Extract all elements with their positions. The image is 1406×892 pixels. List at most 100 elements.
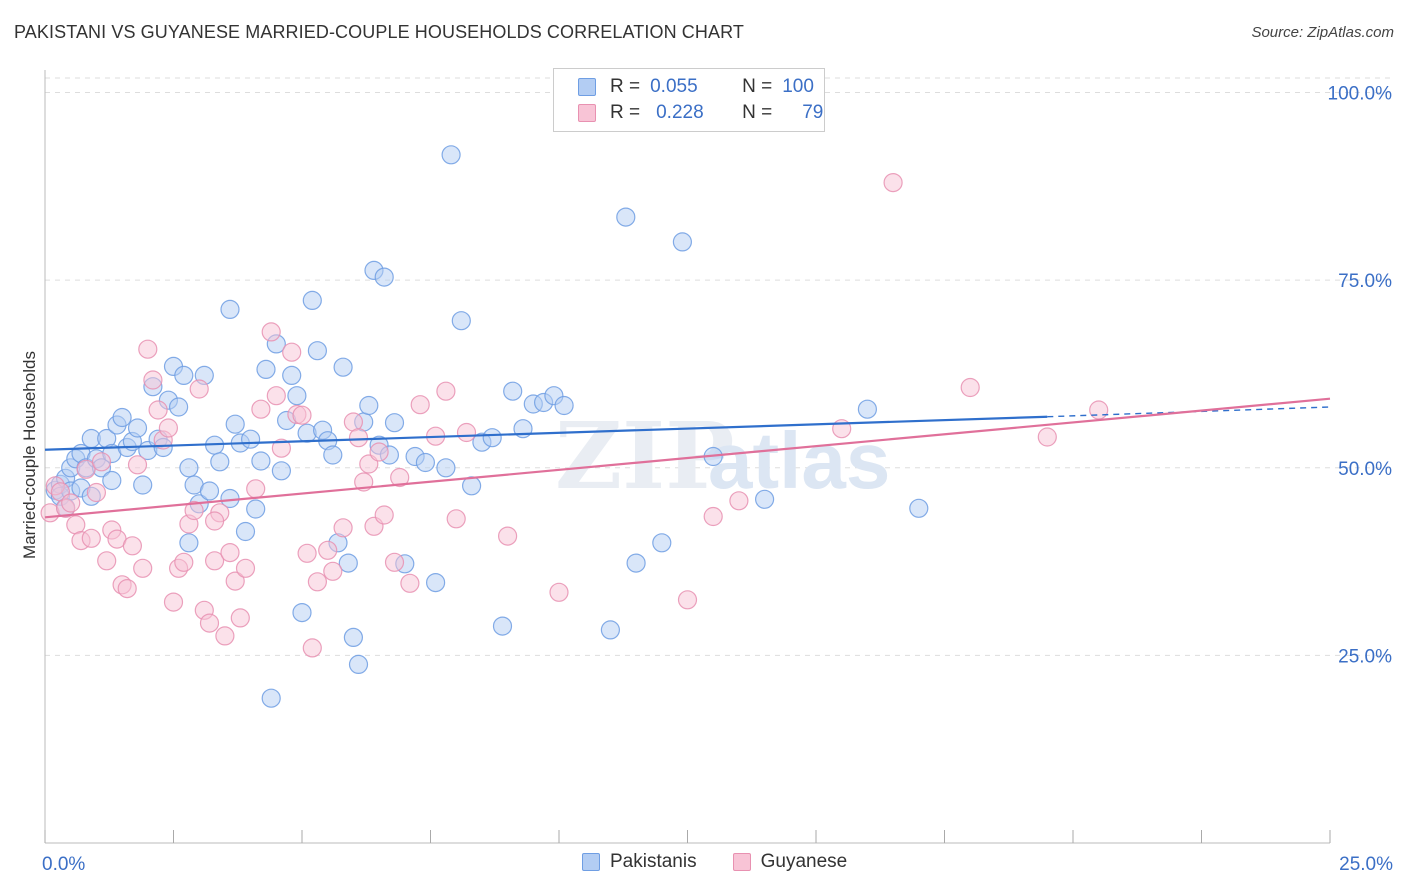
point-pakistanis <box>174 365 194 385</box>
point-guyanese <box>282 342 302 362</box>
point-guyanese <box>148 400 168 420</box>
r-value-pakistanis: 0.055 <box>650 76 698 97</box>
legend-item-pakistanis: Pakistanis <box>582 851 697 873</box>
legend-row-pakistanis: R = 0.055 N = 100 <box>578 75 814 99</box>
legend-swatch-pakistanis <box>582 853 600 871</box>
point-guyanese <box>235 558 256 578</box>
point-guyanese <box>91 452 112 472</box>
point-guyanese <box>230 608 250 628</box>
trend-line-pakistanis-extension <box>1047 406 1331 418</box>
point-pakistanis <box>909 498 929 518</box>
point-pakistanis <box>225 414 245 434</box>
point-pakistanis <box>112 407 132 428</box>
watermark: ZIP atlas <box>555 402 890 510</box>
point-pakistanis <box>297 423 317 443</box>
point-guyanese <box>122 536 142 556</box>
point-guyanese <box>333 518 353 538</box>
point-guyanese <box>549 582 569 602</box>
point-pakistanis <box>554 395 574 416</box>
point-pakistanis <box>384 413 405 433</box>
y-tick-label: 100.0% <box>1328 84 1393 105</box>
watermark-atlas: atlas <box>708 416 890 505</box>
point-pakistanis <box>261 688 281 708</box>
point-pakistanis <box>492 616 513 636</box>
source-label: Source: ZipAtlas.com <box>1251 24 1394 41</box>
series-guyanese <box>40 173 1109 658</box>
point-guyanese <box>199 613 220 633</box>
point-guyanese <box>1089 400 1109 420</box>
point-pakistanis <box>179 458 199 478</box>
point-guyanese <box>302 638 322 658</box>
y-tick-label: 50.0% <box>1338 459 1392 480</box>
point-guyanese <box>297 543 317 563</box>
point-pakistanis <box>210 452 230 472</box>
point-guyanese <box>174 552 194 572</box>
point-guyanese <box>225 571 245 591</box>
point-guyanese <box>143 370 163 390</box>
r-label: R = <box>610 102 641 123</box>
x-tick-label: 25.0% <box>1339 854 1393 875</box>
point-guyanese <box>410 395 430 415</box>
tick-labels: 25.0% 50.0% 75.0% 100.0% 0.0% 25.0% <box>42 84 1393 875</box>
point-pakistanis <box>436 458 456 478</box>
y-tick-label: 75.0% <box>1338 271 1392 292</box>
r-value-guyanese: 0.228 <box>656 102 704 123</box>
point-guyanese <box>292 405 312 425</box>
n-value-pakistanis: 100 <box>782 76 814 97</box>
point-pakistanis <box>333 357 353 377</box>
point-guyanese <box>374 505 394 525</box>
point-guyanese <box>307 572 327 592</box>
point-pakistanis <box>302 290 322 310</box>
legend-swatch-guyanese <box>578 104 596 122</box>
point-guyanese <box>677 590 698 610</box>
point-guyanese <box>384 552 405 572</box>
chart-title: PAKISTANI VS GUYANESE MARRIED-COUPLE HOU… <box>14 22 744 42</box>
point-guyanese <box>163 592 184 612</box>
n-value-guyanese: 79 <box>802 102 824 123</box>
x-tick-label: 0.0% <box>42 854 85 875</box>
axes <box>44 70 1331 844</box>
point-pakistanis <box>271 461 291 481</box>
point-guyanese <box>97 551 117 571</box>
point-pakistanis <box>441 145 461 165</box>
point-pakistanis <box>251 451 271 471</box>
point-guyanese <box>133 558 153 578</box>
point-guyanese <box>323 561 343 581</box>
point-pakistanis <box>235 521 256 542</box>
point-pakistanis <box>338 553 358 573</box>
point-guyanese <box>390 467 410 488</box>
point-pakistanis <box>451 311 471 331</box>
trend-line-pakistanis <box>44 415 1048 451</box>
point-pakistanis <box>256 359 276 379</box>
point-pakistanis <box>426 572 446 593</box>
point-guyanese <box>348 428 369 448</box>
trend-lines <box>44 397 1331 519</box>
point-guyanese <box>266 386 286 406</box>
point-pakistanis <box>343 627 363 648</box>
point-guyanese <box>456 422 477 443</box>
point-pakistanis <box>127 418 148 438</box>
point-pakistanis <box>246 499 266 519</box>
point-guyanese <box>117 578 137 599</box>
point-guyanese <box>436 381 456 401</box>
point-guyanese <box>184 500 204 521</box>
point-pakistanis <box>220 299 240 319</box>
point-guyanese <box>400 573 420 593</box>
point-guyanese <box>81 528 101 548</box>
point-guyanese <box>205 511 225 531</box>
legend-swatch-guyanese <box>732 853 751 871</box>
point-pakistanis <box>626 553 646 573</box>
point-guyanese <box>127 455 148 475</box>
legend-row-guyanese: R = 0.228 N = 79 <box>578 101 823 125</box>
point-guyanese <box>271 438 291 458</box>
point-guyanese <box>318 540 338 560</box>
point-pakistanis <box>179 533 199 553</box>
point-pakistanis <box>754 489 775 509</box>
series-pakistanis <box>45 145 929 708</box>
point-pakistanis <box>652 533 672 553</box>
point-guyanese <box>76 459 96 479</box>
legend-item-guyanese: Guyanese <box>732 851 847 873</box>
point-pakistanis <box>307 341 327 361</box>
point-pakistanis <box>282 365 302 385</box>
